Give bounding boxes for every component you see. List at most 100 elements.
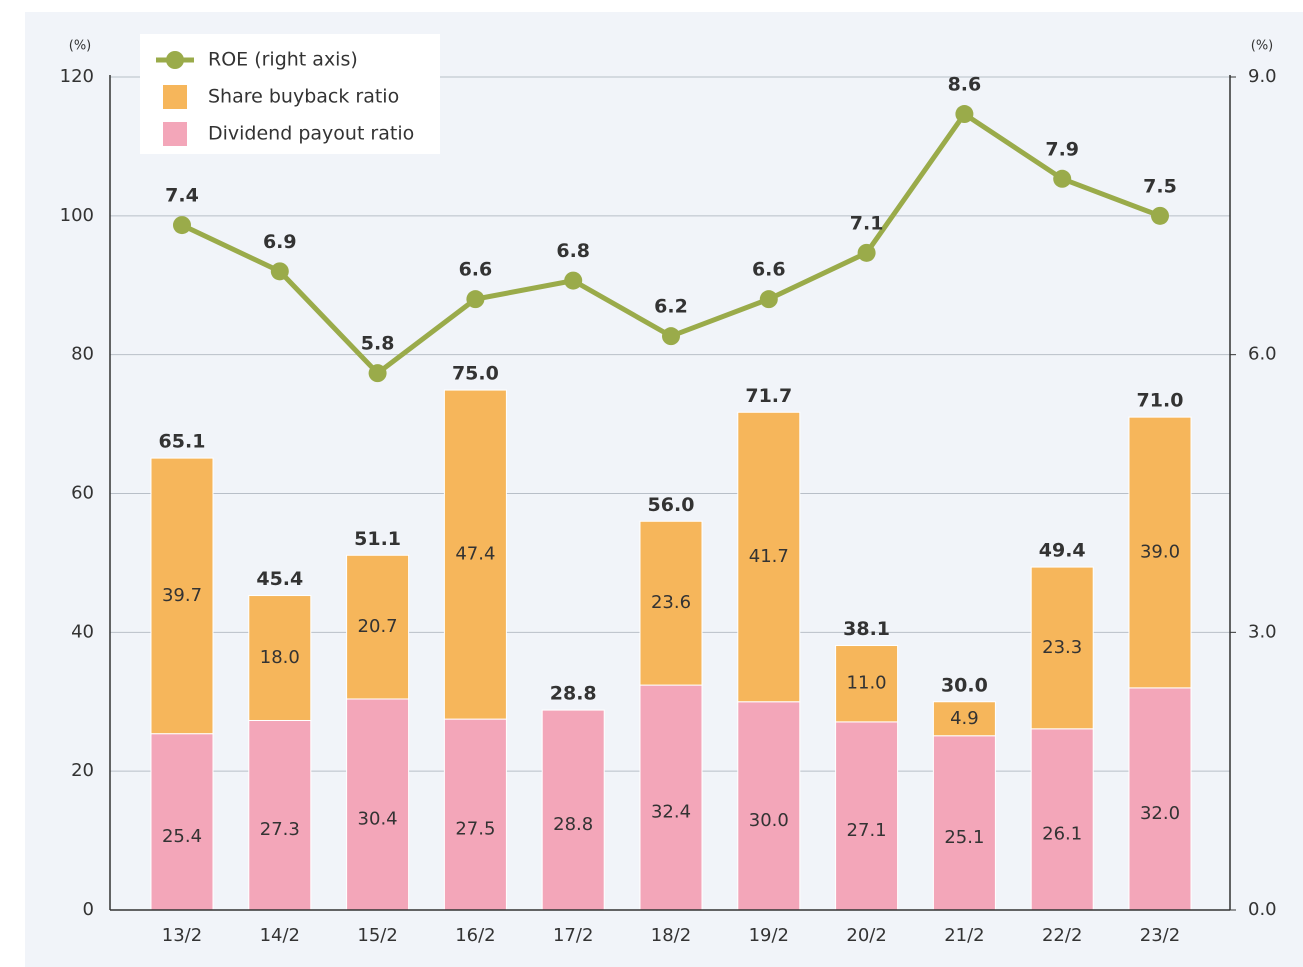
value-label: 4.9 [950, 708, 979, 729]
legend-swatch [163, 85, 187, 109]
line-point [662, 327, 680, 346]
bar [737, 411, 801, 703]
x-tick-label: 14/2 [260, 925, 300, 946]
line-value-label: 7.9 [1045, 138, 1079, 160]
value-label: 27.3 [260, 819, 300, 840]
bar [1030, 728, 1094, 911]
legend-point [166, 51, 184, 69]
line-value-label: 6.9 [263, 231, 297, 253]
bar [248, 719, 312, 911]
bar [443, 389, 507, 720]
x-tick-label: 13/2 [162, 925, 202, 946]
line-value-label: 7.5 [1143, 175, 1177, 197]
bar [639, 520, 703, 686]
y-unit: (%) [69, 39, 92, 54]
y-tick-label: 40 [71, 621, 94, 642]
line-point [173, 216, 191, 235]
value-label: 27.5 [455, 819, 495, 840]
total-label: 38.1 [843, 618, 890, 640]
value-label: 23.6 [651, 592, 691, 613]
value-label: 32.4 [651, 802, 691, 823]
bar [443, 718, 507, 911]
bar [1128, 416, 1192, 689]
line-value-label: 5.8 [361, 333, 395, 355]
legend-box [140, 34, 440, 154]
total-label: 65.1 [159, 431, 206, 453]
value-label: 20.7 [358, 616, 398, 637]
value-label: 39.7 [162, 585, 202, 606]
value-label: 28.8 [553, 814, 593, 835]
x-tick-label: 17/2 [553, 925, 593, 946]
y-tick-label: 100 [60, 205, 94, 226]
total-label: 51.1 [354, 528, 401, 550]
bar [541, 709, 605, 911]
x-tick-label: 19/2 [749, 925, 789, 946]
value-label: 27.1 [847, 820, 887, 841]
line-point [759, 290, 778, 309]
value-label: 41.7 [749, 546, 789, 567]
value-label: 32.0 [1140, 803, 1180, 824]
line-value-label: 6.6 [459, 259, 493, 281]
y2-unit: (%) [1251, 39, 1274, 54]
y-tick-label: 80 [71, 344, 94, 365]
x-tick-label: 21/2 [944, 925, 984, 946]
line-point [368, 364, 387, 383]
x-tick-label: 18/2 [651, 925, 691, 946]
line-point [466, 290, 485, 309]
x-tick-label: 23/2 [1140, 925, 1180, 946]
bar [737, 701, 801, 911]
value-label: 47.4 [455, 544, 495, 565]
total-label: 49.4 [1039, 540, 1086, 562]
x-tick-label: 16/2 [455, 925, 495, 946]
line-point [857, 243, 876, 262]
bar [835, 645, 899, 723]
total-label: 71.7 [745, 385, 792, 407]
total-label: 71.0 [1137, 390, 1184, 412]
total-label: 28.8 [550, 683, 597, 705]
y-tick-label: 60 [71, 483, 94, 504]
x-tick-label: 15/2 [357, 925, 397, 946]
line-value-label: 8.6 [948, 74, 982, 96]
bar [835, 721, 899, 911]
line-point [270, 262, 289, 281]
y2-tick-label: 3.0 [1248, 621, 1277, 642]
total-label: 30.0 [941, 674, 988, 696]
value-label: 26.1 [1042, 823, 1082, 844]
bar [932, 735, 996, 911]
line-value-label: 6.6 [752, 259, 786, 281]
total-label: 45.4 [256, 568, 303, 590]
bar [248, 595, 312, 721]
bar [932, 701, 996, 737]
bar [1030, 566, 1094, 730]
total-label: 75.0 [452, 363, 499, 385]
line-point [955, 105, 974, 124]
value-label: 18.0 [260, 647, 300, 668]
y-tick-label: 0 [83, 899, 94, 920]
y2-tick-label: 0.0 [1248, 899, 1277, 920]
value-label: 23.3 [1042, 637, 1082, 658]
y-tick-label: 20 [71, 760, 94, 781]
line-value-label: 6.8 [556, 240, 590, 262]
line-point [1053, 169, 1072, 188]
line-value-label: 7.1 [850, 212, 884, 234]
y2-tick-label: 6.0 [1248, 344, 1277, 365]
line-point [1151, 206, 1169, 225]
value-label: 39.0 [1140, 542, 1180, 563]
legend-label: Share buyback ratio [208, 86, 399, 108]
value-label: 30.0 [749, 810, 789, 831]
value-label: 25.4 [162, 826, 202, 847]
legend-swatch [163, 122, 187, 146]
line-value-label: 6.2 [654, 296, 688, 318]
bar [150, 733, 214, 911]
x-tick-label: 20/2 [846, 925, 886, 946]
line-value-label: 7.4 [165, 185, 199, 207]
bar [150, 457, 214, 735]
bar [346, 554, 410, 700]
legend-label: Dividend payout ratio [208, 123, 414, 145]
bar [639, 684, 703, 911]
value-label: 11.0 [847, 673, 887, 694]
value-label: 30.4 [358, 808, 398, 829]
bar [1128, 687, 1192, 911]
bar [346, 698, 410, 911]
